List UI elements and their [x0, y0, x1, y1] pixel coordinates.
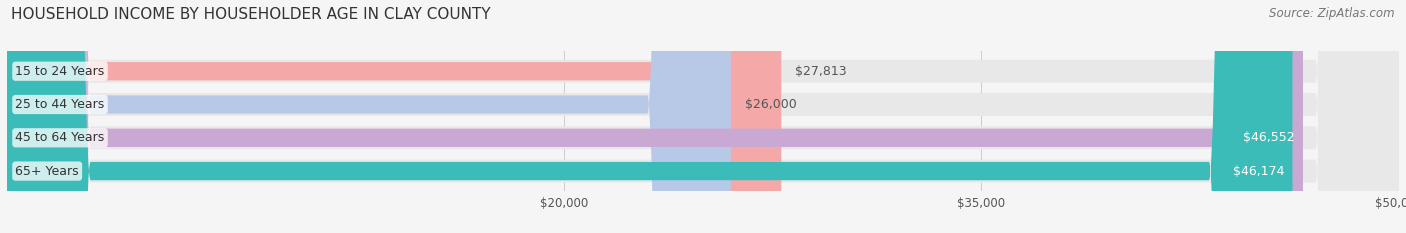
- Text: $27,813: $27,813: [796, 65, 846, 78]
- FancyBboxPatch shape: [7, 0, 731, 233]
- Text: $46,174: $46,174: [1233, 164, 1284, 178]
- FancyBboxPatch shape: [7, 0, 782, 233]
- FancyBboxPatch shape: [7, 0, 1303, 233]
- Text: 65+ Years: 65+ Years: [15, 164, 79, 178]
- Text: Source: ZipAtlas.com: Source: ZipAtlas.com: [1270, 7, 1395, 20]
- Text: HOUSEHOLD INCOME BY HOUSEHOLDER AGE IN CLAY COUNTY: HOUSEHOLD INCOME BY HOUSEHOLDER AGE IN C…: [11, 7, 491, 22]
- Text: 15 to 24 Years: 15 to 24 Years: [15, 65, 104, 78]
- FancyBboxPatch shape: [7, 0, 1399, 233]
- FancyBboxPatch shape: [7, 0, 1292, 233]
- Text: 25 to 44 Years: 25 to 44 Years: [15, 98, 104, 111]
- Text: $46,552: $46,552: [1243, 131, 1295, 144]
- FancyBboxPatch shape: [7, 0, 1399, 233]
- Text: 45 to 64 Years: 45 to 64 Years: [15, 131, 104, 144]
- FancyBboxPatch shape: [7, 0, 1399, 233]
- FancyBboxPatch shape: [7, 0, 1399, 233]
- Text: $26,000: $26,000: [745, 98, 797, 111]
